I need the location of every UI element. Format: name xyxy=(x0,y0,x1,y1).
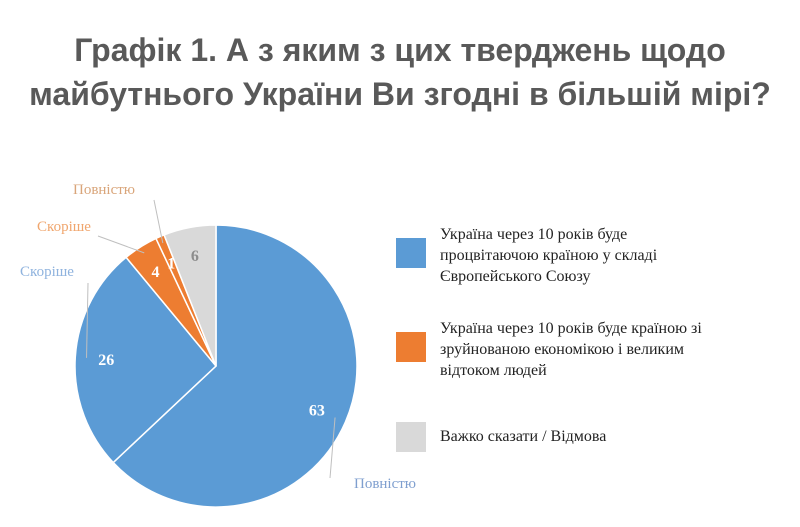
pie-slice xyxy=(163,224,217,367)
pie-value-label: 4 xyxy=(152,264,160,281)
legend-label-ruined-economy: Україна через 10 років буде країною зі з… xyxy=(440,318,790,381)
pie-slice xyxy=(112,224,358,508)
legend-swatch-orange xyxy=(396,332,426,362)
pie-sublabel: Скоріше xyxy=(20,264,74,280)
leader-line xyxy=(86,282,89,358)
leader-line xyxy=(329,417,336,479)
leader-line xyxy=(97,235,145,254)
legend-line: Україна через 10 років буде країною зі xyxy=(440,320,702,337)
pie-value-label: 6 xyxy=(191,248,199,265)
pie-sublabel: Скоріше xyxy=(37,219,91,235)
legend-swatch-gray xyxy=(396,422,426,452)
legend-line: Європейського Союзу xyxy=(440,268,591,285)
pie-slice xyxy=(74,256,218,464)
chart-title: Графік 1. А з яким з цих тверджень щодо … xyxy=(0,28,800,116)
legend-line: процвітаючою країною у складі xyxy=(440,247,658,264)
pie-value-label: 26 xyxy=(98,352,114,369)
legend-line: Важко сказати / Відмова xyxy=(440,428,607,445)
pie-sublabel: Повністю xyxy=(73,182,135,198)
pie-value-label: 63 xyxy=(309,403,325,420)
legend-line: відтоком людей xyxy=(440,362,547,379)
chart-title-line-2: майбутнього України Ви згодні в більшій … xyxy=(29,76,771,112)
pie-value-label: 1 xyxy=(167,255,175,272)
leader-line xyxy=(153,199,164,244)
legend-label-eu-prosperity: Україна через 10 років буде процвітаючою… xyxy=(440,224,790,287)
legend-label-hard-to-say: Важко сказати / Відмова xyxy=(440,426,790,447)
legend-line: зруйнованою економікою і великим xyxy=(440,341,685,358)
legend-swatch-blue xyxy=(396,238,426,268)
legend-line: Україна через 10 років буде xyxy=(440,226,628,243)
pie-sublabel: Повністю xyxy=(354,476,416,492)
chart-title-line-1: Графік 1. А з яким з цих тверджень щодо xyxy=(74,32,726,68)
